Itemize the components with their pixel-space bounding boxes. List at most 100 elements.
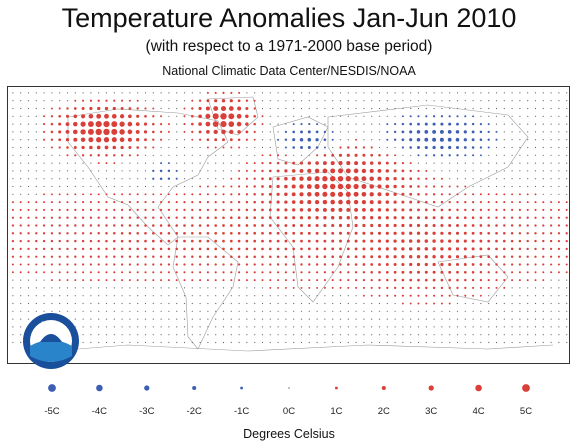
anomaly-dot: [120, 224, 124, 227]
anomaly-dot: [432, 231, 436, 235]
anomaly-dot: [433, 107, 435, 110]
anomaly-dot: [456, 326, 459, 328]
anomaly-dot: [433, 334, 435, 336]
anomaly-dot: [128, 107, 132, 110]
anomaly-dot: [432, 129, 437, 134]
anomaly-dot: [550, 131, 552, 133]
anomaly-dot: [222, 247, 225, 251]
anomaly-dot: [136, 263, 139, 266]
anomaly-dot: [354, 215, 358, 220]
anomaly-dot: [308, 310, 310, 312]
anomaly-dot: [285, 295, 287, 297]
anomaly-dot: [175, 208, 178, 212]
anomaly-dot: [487, 255, 491, 259]
anomaly-dot: [471, 138, 475, 142]
anomaly-dot: [488, 92, 490, 94]
anomaly-dot: [511, 287, 513, 289]
anomaly-dot: [104, 145, 109, 150]
anomaly-dot: [129, 326, 131, 328]
anomaly-dot: [448, 239, 452, 243]
anomaly-dot: [416, 262, 421, 267]
anomaly-dot: [393, 239, 397, 243]
anomaly-dot: [511, 139, 513, 141]
anomaly-dot: [339, 286, 342, 289]
anomaly-dot: [362, 146, 366, 149]
anomaly-dot: [363, 341, 365, 344]
anomaly-dot: [168, 334, 170, 336]
anomaly-dot: [440, 216, 444, 220]
anomaly-dot: [207, 295, 209, 297]
anomaly-dot: [354, 223, 358, 228]
anomaly-dot: [253, 169, 256, 172]
anomaly-dot: [215, 310, 217, 312]
anomaly-dot: [527, 123, 529, 125]
anomaly-dot: [268, 169, 272, 173]
anomaly-dot: [129, 162, 131, 164]
anomaly-dot: [503, 279, 506, 282]
anomaly-dot: [183, 178, 186, 180]
anomaly-dot: [542, 232, 545, 235]
anomaly-dot: [370, 294, 373, 297]
anomaly-dot: [378, 310, 381, 312]
anomaly-dot: [183, 341, 186, 344]
anomaly-dot: [440, 294, 443, 297]
anomaly-dot: [207, 341, 209, 344]
anomaly-dot: [542, 162, 544, 164]
anomaly-dot: [74, 92, 76, 94]
anomaly-dot: [20, 295, 22, 297]
anomaly-dot: [261, 341, 264, 344]
anomaly-dot: [464, 294, 467, 297]
anomaly-dot: [393, 177, 397, 181]
anomaly-dot: [136, 99, 139, 102]
anomaly-dot: [409, 294, 412, 297]
anomaly-dot: [65, 129, 70, 134]
anomaly-dot: [432, 223, 436, 228]
anomaly-dot: [253, 239, 257, 243]
anomaly-dot: [314, 168, 320, 174]
anomaly-dot: [206, 231, 210, 235]
anomaly-dot: [176, 287, 178, 289]
anomaly-dot: [308, 154, 310, 156]
anomaly-dot: [292, 208, 296, 212]
anomaly-dot: [480, 302, 482, 305]
anomaly-dot: [183, 107, 186, 110]
anomaly-dot: [20, 302, 22, 305]
anomaly-dot: [393, 184, 397, 189]
anomaly-dot: [222, 310, 225, 312]
anomaly-dot: [417, 100, 420, 102]
anomaly-dot: [58, 279, 61, 282]
anomaly-dot: [222, 170, 225, 172]
anomaly-dot: [337, 183, 344, 190]
anomaly-dot: [323, 239, 327, 243]
anomaly-dot: [82, 170, 84, 172]
anomaly-dot: [253, 224, 257, 227]
anomaly-dot: [58, 146, 61, 149]
anomaly-dot: [332, 318, 334, 320]
anomaly-dot: [441, 92, 443, 94]
anomaly-dot: [339, 139, 342, 141]
anomaly-dot: [214, 239, 218, 243]
anomaly-dot: [339, 302, 342, 305]
anomaly-dot: [339, 279, 342, 282]
anomaly-dot: [261, 208, 264, 212]
anomaly-dot: [90, 170, 92, 172]
anomaly-dot: [511, 193, 514, 196]
anomaly-dot: [237, 193, 241, 196]
anomaly-dot: [378, 154, 381, 157]
anomaly-dot: [448, 154, 451, 157]
anomaly-dot: [144, 271, 147, 274]
anomaly-dot: [332, 100, 334, 102]
anomaly-dot: [354, 247, 358, 251]
anomaly-dot: [43, 162, 45, 164]
anomaly-dot: [410, 318, 412, 320]
anomaly-dot: [338, 207, 343, 212]
anomaly-dot: [160, 115, 163, 118]
anomaly-dot: [167, 231, 171, 235]
anomaly-dot: [519, 123, 521, 125]
anomaly-dot: [199, 302, 201, 305]
anomaly-dot: [238, 177, 241, 180]
anomaly-dot: [58, 130, 62, 134]
anomaly-dot: [35, 146, 37, 149]
anomaly-dot: [441, 341, 443, 344]
anomaly-dot: [332, 146, 334, 149]
